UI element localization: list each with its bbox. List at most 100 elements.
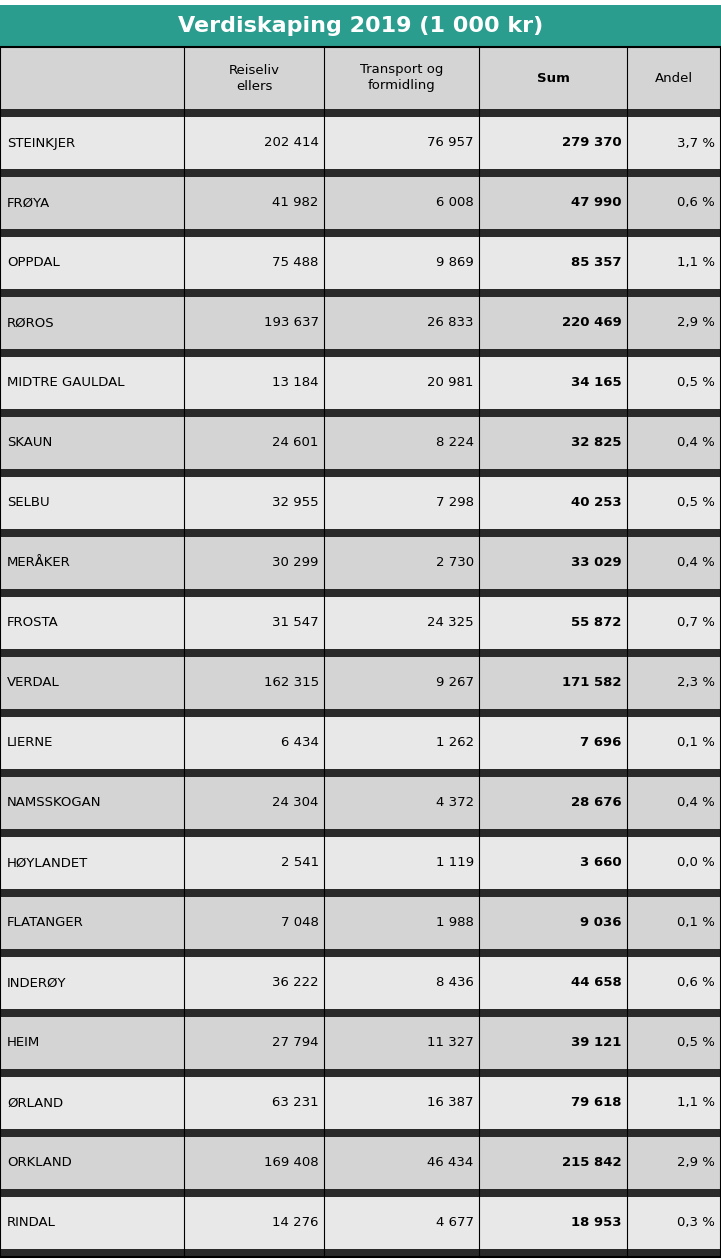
Text: 7 048: 7 048	[280, 916, 319, 930]
Text: RINDAL: RINDAL	[7, 1216, 56, 1230]
Text: 162 315: 162 315	[264, 677, 319, 689]
Bar	[0, 1249, 721, 1257]
Text: 32 955: 32 955	[272, 496, 319, 509]
Text: 169 408: 169 408	[264, 1157, 319, 1169]
Bar	[0, 357, 721, 410]
Bar	[0, 537, 721, 588]
Text: FRØYA: FRØYA	[7, 197, 50, 209]
Text: 279 370: 279 370	[562, 136, 622, 150]
Bar	[0, 656, 721, 709]
Text: 47 990: 47 990	[571, 197, 622, 209]
Bar	[0, 837, 721, 890]
Text: 4 372: 4 372	[435, 796, 474, 809]
Text: 9 267: 9 267	[435, 677, 474, 689]
Bar	[0, 1129, 721, 1137]
Text: 1 988: 1 988	[435, 916, 474, 930]
Text: 1 119: 1 119	[435, 857, 474, 869]
Text: 0,5 %: 0,5 %	[677, 1037, 715, 1050]
Text: ØRLAND: ØRLAND	[7, 1096, 63, 1110]
Text: MERÅKER: MERÅKER	[7, 557, 71, 570]
Text: 0,4 %: 0,4 %	[678, 557, 715, 570]
Text: Sum: Sum	[537, 72, 570, 84]
Text: 2,3 %: 2,3 %	[677, 677, 715, 689]
Text: Reiseliv
ellers: Reiseliv ellers	[229, 63, 280, 92]
Text: 8 224: 8 224	[435, 436, 474, 450]
Text: 0,0 %: 0,0 %	[678, 857, 715, 869]
Text: 41 982: 41 982	[273, 197, 319, 209]
Text: 7 298: 7 298	[435, 496, 474, 509]
Bar	[0, 229, 721, 237]
Text: ORKLAND: ORKLAND	[7, 1157, 72, 1169]
Text: 193 637: 193 637	[264, 316, 319, 330]
Text: 2 541: 2 541	[280, 857, 319, 869]
Text: Transport og
formidling: Transport og formidling	[360, 63, 443, 92]
Bar	[0, 649, 721, 656]
Text: Verdiskaping 2019 (1 000 kr): Verdiskaping 2019 (1 000 kr)	[178, 16, 543, 37]
Text: 202 414: 202 414	[264, 136, 319, 150]
Text: 33 029: 33 029	[571, 557, 622, 570]
Bar	[0, 958, 721, 1009]
Bar	[0, 897, 721, 949]
Text: 14 276: 14 276	[273, 1216, 319, 1230]
Text: 34 165: 34 165	[571, 377, 622, 389]
Text: FROSTA: FROSTA	[7, 616, 59, 630]
Text: 63 231: 63 231	[272, 1096, 319, 1110]
Bar	[0, 1077, 721, 1129]
Text: 20 981: 20 981	[428, 377, 474, 389]
Text: 31 547: 31 547	[272, 616, 319, 630]
Text: 55 872: 55 872	[571, 616, 622, 630]
Bar	[0, 237, 721, 289]
Bar	[0, 709, 721, 717]
Text: 215 842: 215 842	[562, 1157, 622, 1169]
Text: 2,9 %: 2,9 %	[677, 316, 715, 330]
Bar	[0, 529, 721, 537]
Text: 13 184: 13 184	[273, 377, 319, 389]
Text: 0,1 %: 0,1 %	[677, 916, 715, 930]
Text: 3 660: 3 660	[580, 857, 622, 869]
Bar	[0, 1197, 721, 1249]
Bar	[0, 469, 721, 478]
Bar	[0, 176, 721, 229]
Text: 24 601: 24 601	[273, 436, 319, 450]
Bar	[0, 5, 721, 47]
Text: 7 696: 7 696	[580, 737, 622, 750]
Text: 26 833: 26 833	[428, 316, 474, 330]
Text: HØYLANDET: HØYLANDET	[7, 857, 89, 869]
Text: 2,9 %: 2,9 %	[677, 1157, 715, 1169]
Text: 6 008: 6 008	[436, 197, 474, 209]
Bar	[0, 349, 721, 357]
Bar	[0, 597, 721, 649]
Text: 39 121: 39 121	[571, 1037, 622, 1050]
Text: STEINKJER: STEINKJER	[7, 136, 75, 150]
Text: 30 299: 30 299	[273, 557, 319, 570]
Bar	[0, 478, 721, 529]
Text: 28 676: 28 676	[571, 796, 622, 809]
Text: 0,3 %: 0,3 %	[677, 1216, 715, 1230]
Text: OPPDAL: OPPDAL	[7, 257, 60, 270]
Text: 6 434: 6 434	[280, 737, 319, 750]
Text: 75 488: 75 488	[273, 257, 319, 270]
Text: RØROS: RØROS	[7, 316, 55, 330]
Text: 24 325: 24 325	[427, 616, 474, 630]
Bar	[0, 289, 721, 297]
Text: 0,4 %: 0,4 %	[678, 796, 715, 809]
Bar	[0, 1189, 721, 1197]
Bar	[0, 829, 721, 837]
Text: 27 794: 27 794	[273, 1037, 319, 1050]
Text: Andel: Andel	[655, 72, 693, 84]
Text: 44 658: 44 658	[571, 976, 622, 989]
Text: 40 253: 40 253	[571, 496, 622, 509]
Text: 0,6 %: 0,6 %	[678, 976, 715, 989]
Text: VERDAL: VERDAL	[7, 677, 60, 689]
Bar	[0, 1068, 721, 1077]
Text: MIDTRE GAULDAL: MIDTRE GAULDAL	[7, 377, 125, 389]
Text: 220 469: 220 469	[562, 316, 622, 330]
Bar	[0, 47, 721, 110]
Text: 0,5 %: 0,5 %	[677, 496, 715, 509]
Bar	[0, 1137, 721, 1189]
Text: HEIM: HEIM	[7, 1037, 40, 1050]
Bar	[0, 1009, 721, 1017]
Text: 0,1 %: 0,1 %	[677, 737, 715, 750]
Text: 11 327: 11 327	[427, 1037, 474, 1050]
Text: 3,7 %: 3,7 %	[677, 136, 715, 150]
